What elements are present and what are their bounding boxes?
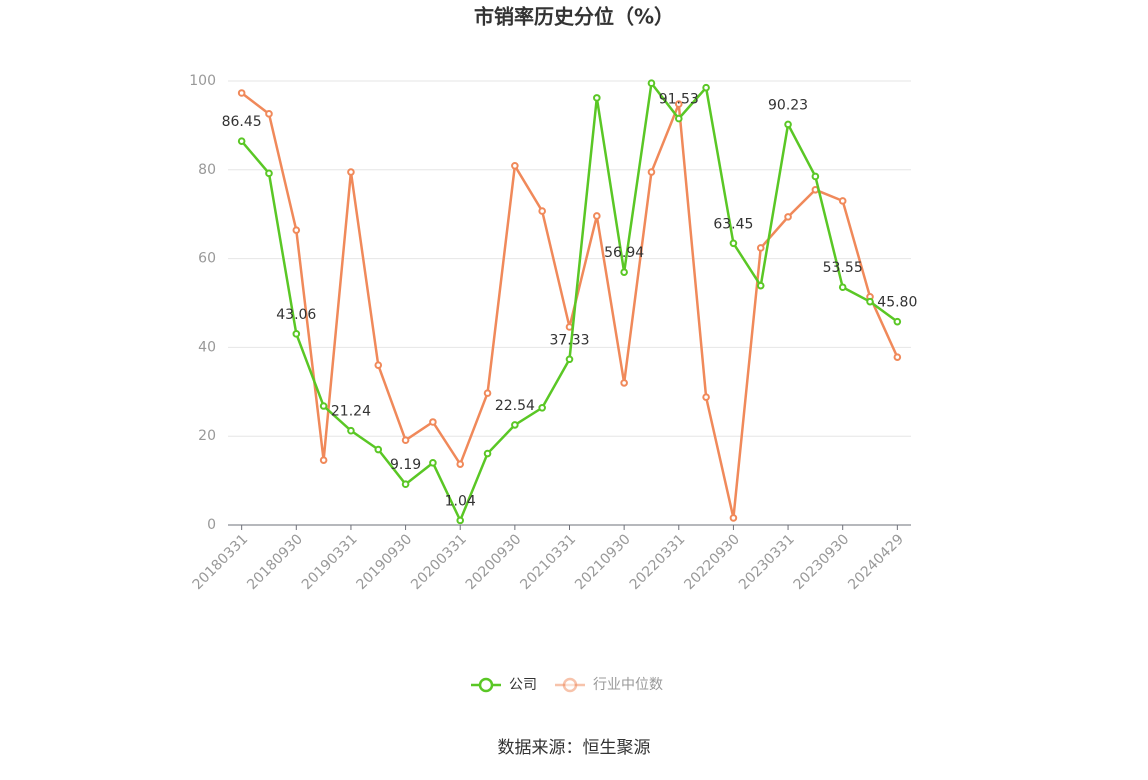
data-point (456, 516, 465, 525)
data-point (292, 226, 301, 234)
legend-marker (478, 677, 494, 693)
data-label: 56.94 (604, 245, 644, 261)
data-label: 22.54 (495, 398, 535, 414)
x-tick-label: 20220331 (627, 531, 689, 593)
data-point (538, 403, 546, 412)
x-tick-label: 20210930 (572, 531, 634, 593)
data-label: 86.45 (222, 114, 262, 130)
data-label: 63.45 (713, 216, 753, 232)
data-point (593, 94, 601, 102)
data-point (647, 168, 656, 176)
series-line (240, 80, 899, 524)
y-tick-label: 40 (198, 339, 216, 355)
data-label: 9.19 (390, 457, 421, 473)
data-point (265, 110, 273, 118)
x-tick-label: 20220930 (681, 531, 743, 593)
data-point (429, 418, 437, 426)
data-point (811, 172, 820, 181)
y-tick-label: 80 (198, 162, 216, 178)
x-tick-label: 20200930 (463, 531, 525, 593)
data-point (347, 426, 355, 435)
data-label: 45.80 (877, 295, 917, 311)
legend-item[interactable]: 行业中位数 (555, 677, 663, 693)
data-point (538, 207, 546, 215)
data-point (838, 283, 847, 292)
legend-label: 行业中位数 (593, 677, 663, 693)
data-point (511, 162, 519, 170)
chart-title: 市销率历史分位（%） (474, 5, 674, 29)
data-point (893, 353, 902, 361)
x-tick-label: 20180331 (190, 531, 252, 593)
data-point (401, 480, 410, 488)
data-label: 1.04 (445, 493, 476, 509)
data-point (511, 421, 519, 429)
x-tick-label: 20200331 (408, 531, 470, 593)
data-point (374, 361, 383, 369)
data-point (593, 212, 601, 220)
data-point (729, 514, 738, 522)
data-point (292, 330, 301, 338)
data-point (674, 100, 683, 108)
data-point (347, 168, 355, 176)
data-point (674, 114, 683, 123)
data-point (838, 197, 847, 205)
data-point (237, 137, 246, 145)
data-label: 53.55 (823, 260, 863, 276)
y-tick-label: 60 (198, 251, 216, 267)
data-point (756, 244, 765, 252)
y-tick-label: 0 (207, 517, 216, 533)
data-point (784, 120, 792, 129)
x-tick-label: 20230930 (791, 531, 853, 593)
legend-marker (562, 677, 578, 693)
data-label: 91.53 (659, 92, 699, 108)
x-tick-label: 20240429 (845, 531, 907, 593)
series-line (240, 91, 899, 519)
data-label: 43.06 (276, 307, 316, 323)
data-point (893, 317, 902, 326)
x-tick-label: 20230331 (736, 531, 798, 593)
data-point (401, 436, 410, 444)
data-point (729, 239, 738, 248)
y-tick-label: 20 (198, 428, 216, 444)
data-point (620, 379, 628, 387)
data-point (456, 460, 465, 468)
data-point (483, 449, 492, 458)
y-tick-label: 100 (189, 73, 216, 89)
x-tick-label: 20180930 (244, 531, 306, 593)
data-label: 90.23 (768, 97, 808, 113)
data-point (265, 169, 273, 178)
x-tick-label: 20210331 (517, 531, 579, 593)
data-point (784, 213, 792, 221)
source: 数据来源：恒生聚源 (498, 738, 651, 758)
data-point (866, 297, 874, 306)
data-label: 37.33 (549, 332, 589, 348)
data-point (319, 456, 328, 464)
data-point (429, 459, 437, 467)
legend-item[interactable]: 公司 (471, 677, 537, 693)
data-label: 21.24 (331, 404, 371, 420)
data-point (620, 268, 628, 276)
data-point (647, 79, 656, 88)
data-point (237, 89, 246, 97)
data-point (756, 281, 765, 290)
data-point (483, 389, 492, 397)
data-point (565, 355, 574, 364)
x-tick-label: 20190930 (354, 531, 416, 593)
data-point (374, 445, 383, 454)
data-point (702, 393, 710, 401)
data-point (702, 83, 710, 92)
x-tick-label: 20190331 (299, 531, 361, 593)
legend-label: 公司 (509, 677, 537, 693)
data-point (319, 402, 328, 410)
